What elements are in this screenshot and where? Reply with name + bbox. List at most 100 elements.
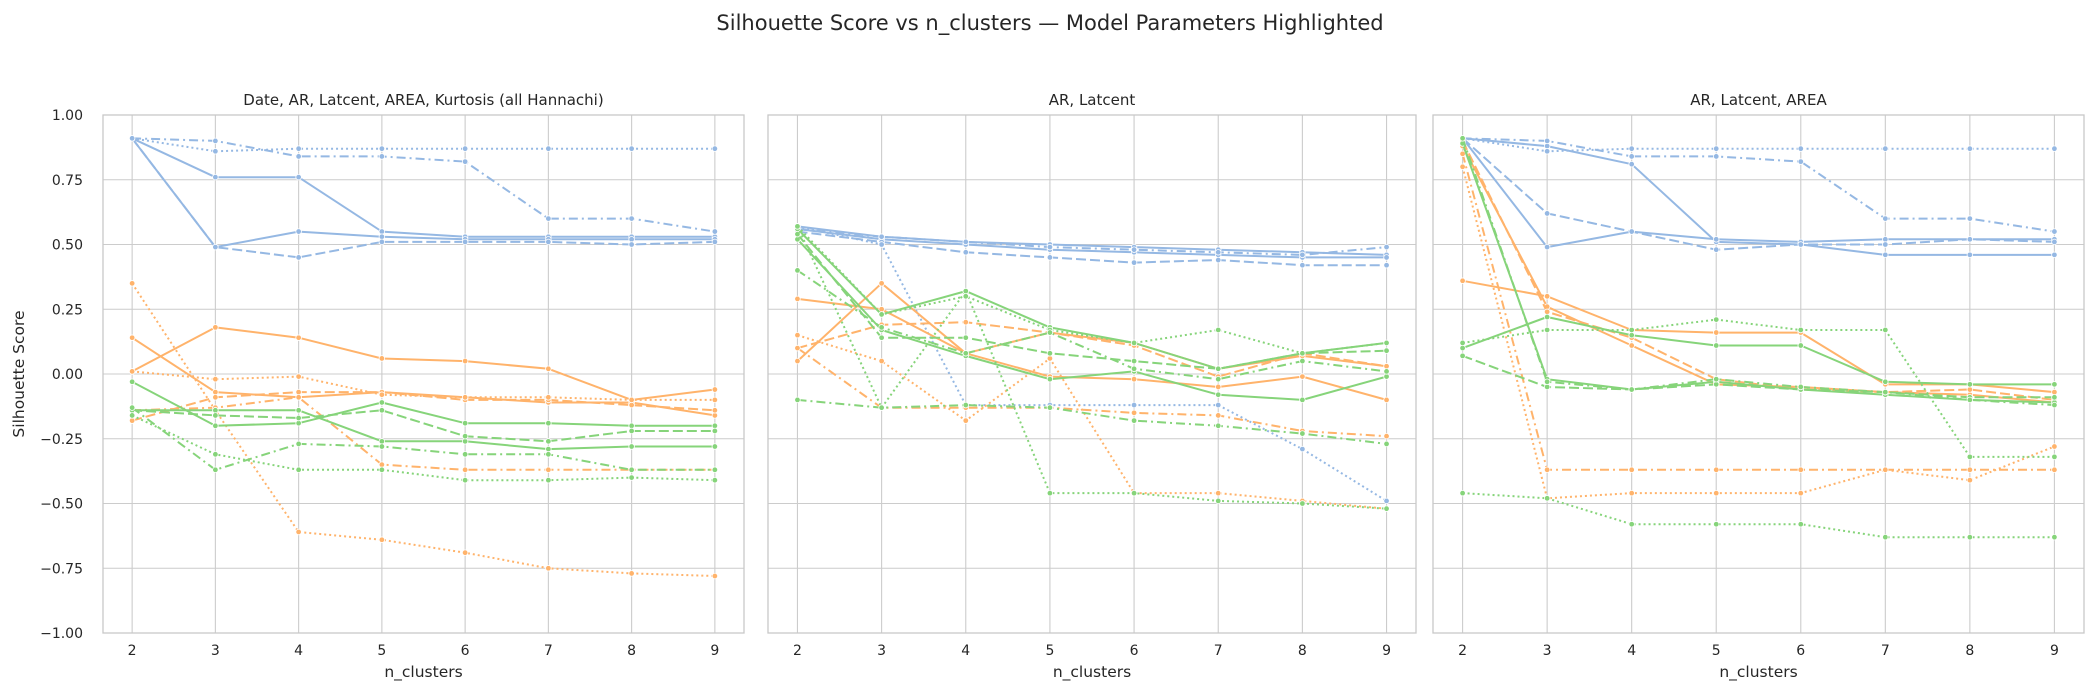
series-path bbox=[131, 391, 715, 422]
data-point bbox=[2051, 228, 2058, 235]
data-point bbox=[1459, 135, 1466, 142]
series-line bbox=[794, 396, 1390, 448]
data-point bbox=[378, 145, 386, 152]
data-point bbox=[378, 153, 386, 160]
data-point bbox=[295, 153, 302, 160]
data-point bbox=[1966, 251, 1974, 259]
data-point bbox=[1215, 326, 1222, 334]
data-point bbox=[1882, 388, 1889, 396]
data-point bbox=[1383, 505, 1390, 512]
data-point bbox=[1543, 210, 1551, 217]
x-tick-label: 2 bbox=[1458, 643, 1467, 659]
data-point bbox=[1383, 254, 1390, 261]
data-point bbox=[628, 396, 635, 404]
data-point bbox=[1459, 277, 1466, 284]
data-point bbox=[378, 233, 386, 240]
series-line bbox=[128, 404, 719, 474]
data-point bbox=[628, 427, 635, 435]
data-point bbox=[1543, 313, 1551, 321]
x-axis-label: n_clusters bbox=[1053, 663, 1131, 682]
data-point bbox=[711, 427, 719, 435]
data-point bbox=[1628, 489, 1635, 497]
data-point bbox=[1543, 148, 1551, 155]
data-point bbox=[1713, 236, 1720, 243]
x-tick-label: 5 bbox=[1045, 643, 1054, 659]
data-point bbox=[1797, 466, 1804, 474]
data-point bbox=[128, 404, 136, 411]
x-tick-label: 9 bbox=[1382, 643, 1391, 659]
data-point bbox=[461, 438, 469, 445]
data-point bbox=[1713, 316, 1720, 323]
data-point bbox=[2051, 466, 2058, 474]
data-point bbox=[794, 230, 801, 238]
data-point bbox=[212, 243, 219, 251]
data-point bbox=[1383, 363, 1390, 370]
data-point bbox=[1383, 373, 1390, 380]
series-line bbox=[128, 135, 719, 235]
data-point bbox=[1966, 453, 1974, 461]
series-line bbox=[128, 368, 719, 404]
data-point bbox=[628, 474, 635, 481]
data-point bbox=[461, 549, 469, 556]
series-path bbox=[1461, 153, 2055, 471]
data-point bbox=[1628, 153, 1635, 160]
data-point bbox=[295, 334, 302, 341]
data-point bbox=[1543, 243, 1551, 251]
figure-title: Silhouette Score vs n_clusters — Model P… bbox=[716, 11, 1383, 36]
series-path bbox=[131, 137, 715, 153]
data-point bbox=[1797, 158, 1804, 165]
data-point bbox=[1713, 489, 1720, 497]
series-path bbox=[132, 137, 716, 233]
data-point bbox=[1966, 215, 1974, 222]
data-point bbox=[212, 407, 219, 414]
data-point bbox=[1797, 489, 1804, 497]
series-path bbox=[131, 137, 715, 249]
series-line bbox=[128, 412, 719, 484]
series-path bbox=[1461, 140, 2055, 401]
data-point bbox=[1299, 251, 1306, 259]
data-point bbox=[794, 331, 801, 339]
data-point bbox=[711, 396, 719, 404]
series-path bbox=[1462, 137, 2055, 256]
data-point bbox=[1713, 466, 1720, 474]
data-point bbox=[1459, 344, 1466, 352]
data-point bbox=[295, 394, 302, 401]
data-point bbox=[212, 412, 219, 419]
data-point bbox=[1130, 259, 1138, 266]
data-point bbox=[2051, 443, 2058, 450]
y-tick-label: 0.50 bbox=[52, 238, 83, 254]
data-point bbox=[628, 236, 635, 243]
y-tick-label: −0.75 bbox=[40, 561, 83, 577]
data-point bbox=[461, 451, 469, 458]
data-point bbox=[2051, 453, 2058, 461]
series-path bbox=[796, 238, 1387, 401]
data-point bbox=[1046, 254, 1054, 261]
data-point bbox=[1130, 375, 1138, 383]
x-tick-label: 5 bbox=[377, 643, 386, 659]
data-point bbox=[962, 319, 969, 326]
data-point bbox=[378, 399, 386, 406]
data-point bbox=[1966, 476, 1974, 484]
x-tick-label: 4 bbox=[961, 643, 970, 659]
data-point bbox=[711, 407, 719, 414]
data-point bbox=[1046, 375, 1054, 383]
data-point bbox=[212, 375, 219, 383]
data-point bbox=[1046, 355, 1054, 362]
x-axis-label: n_clusters bbox=[1719, 663, 1797, 682]
subplot-title: AR, Latcent, AREA bbox=[1690, 91, 1827, 109]
data-point bbox=[1882, 378, 1889, 385]
series-path bbox=[1462, 354, 2055, 399]
data-point bbox=[295, 407, 302, 414]
data-point bbox=[1130, 357, 1138, 365]
subplot-title: AR, Latcent bbox=[1049, 91, 1136, 109]
data-point bbox=[545, 420, 552, 427]
subplot-1: Date, AR, Latcent, AREA, Kurtosis (all H… bbox=[40, 91, 745, 682]
data-point bbox=[1966, 381, 1974, 388]
series-path bbox=[131, 282, 715, 577]
x-tick-label: 7 bbox=[1214, 643, 1223, 659]
data-point bbox=[295, 440, 302, 448]
data-point bbox=[212, 137, 219, 145]
data-point bbox=[2051, 238, 2058, 246]
x-tick-label: 5 bbox=[1712, 643, 1721, 659]
data-point bbox=[212, 466, 219, 474]
